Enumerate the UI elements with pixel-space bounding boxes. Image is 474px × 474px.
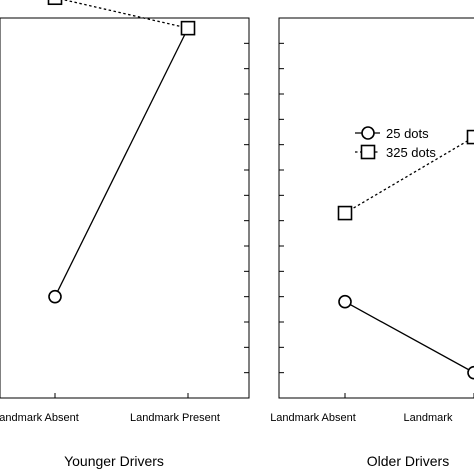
x-tick-label: Landmark Absent: [0, 412, 79, 424]
point-325-dots: [180, 20, 196, 36]
x-tick-label: Landmark Absent: [270, 412, 356, 424]
series-line-325-dots: [61, 0, 189, 29]
legend-label: 25 dots: [386, 126, 429, 141]
panel-title: Older Drivers: [367, 453, 449, 469]
legend-marker-circle: [361, 126, 375, 140]
plot-frame: [278, 17, 474, 399]
x-tick-label: Landmark: [404, 412, 453, 424]
x-tick-label: Landmark Present: [130, 412, 220, 424]
panel-older-drivers: Landmark Absent Landmark Older Drivers: [270, 17, 474, 469]
panel-title: Younger Drivers: [64, 453, 164, 469]
point-325-dots: [47, 0, 63, 6]
legend-marker-square: [360, 144, 376, 160]
series-line-25-dots: [54, 27, 189, 297]
series-line-25-dots: [344, 301, 474, 374]
point-25-dots: [48, 289, 62, 304]
point-25-dots: [467, 365, 474, 380]
plot-frame: [0, 17, 250, 399]
point-325-dots: [337, 205, 353, 221]
point-325-dots: [466, 129, 474, 145]
panel-younger-drivers: Landmark Absent Landmark Present Younger D…: [0, 0, 250, 469]
point-25-dots: [338, 294, 352, 309]
legend-label: 325 dots: [386, 145, 436, 160]
legend: 25 dots 325 dots: [355, 126, 436, 160]
